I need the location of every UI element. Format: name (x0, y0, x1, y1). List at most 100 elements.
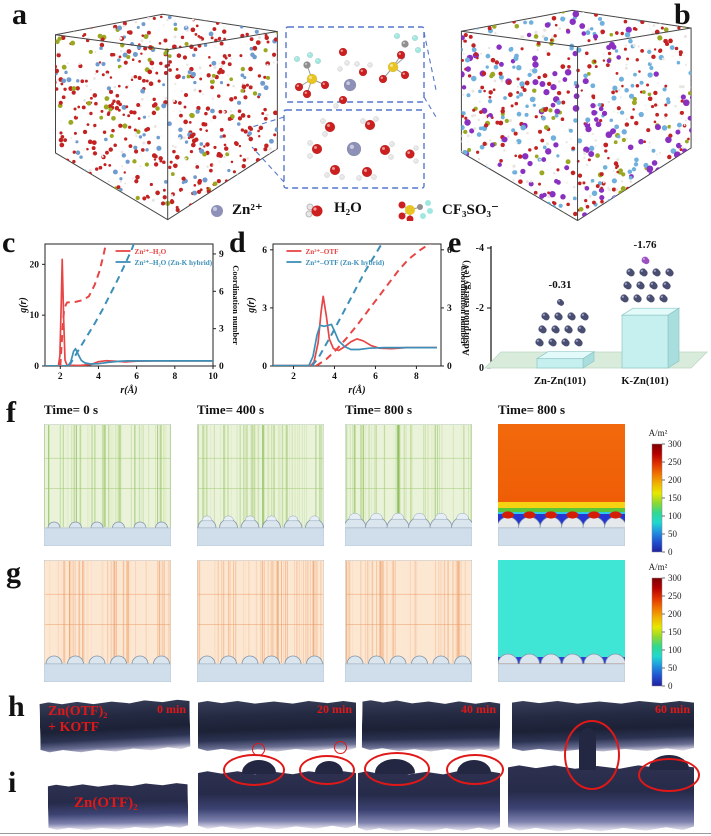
svg-text:300: 300 (668, 573, 682, 583)
svg-text:6: 6 (134, 372, 139, 382)
current-density-map-g (498, 560, 625, 682)
panel-label-f: f (6, 396, 16, 429)
svg-text:0: 0 (219, 362, 224, 372)
svg-text:-1.76: -1.76 (634, 239, 657, 251)
dendrite-ellipse (299, 755, 356, 785)
svg-text:20: 20 (30, 260, 40, 270)
photo-h3: 40 min (362, 700, 500, 752)
simulation-field-g3 (345, 560, 472, 682)
simulation-field-f2 (197, 424, 324, 546)
svg-text:-4: -4 (476, 243, 484, 254)
svg-text:200: 200 (668, 475, 682, 485)
svg-text:250: 250 (668, 457, 682, 467)
simulation-box-znotf-kotf (460, 9, 692, 222)
svg-text:K-Zn(101): K-Zn(101) (621, 376, 669, 387)
photo-h2: 20 min (198, 700, 356, 756)
panel-label-b: b (674, 0, 691, 31)
panel-label-h: h (8, 690, 25, 723)
simulation-field-f1 (44, 424, 171, 546)
svg-text:0: 0 (262, 362, 267, 372)
svg-text:3: 3 (447, 304, 452, 314)
svg-text:150: 150 (668, 627, 682, 637)
svg-text:g(r): g(r) (18, 297, 29, 314)
chart-rdf-otf: 2 4 6 8 0 3 6 0 3 6 r(Å) g(r) Coordination number Zn²… (246, 243, 469, 396)
time-label-f1: Time= 0 s (44, 402, 99, 417)
time-label-f4: Time= 800 s (498, 402, 566, 417)
svg-text:r(Å): r(Å) (348, 384, 365, 396)
svg-text:Zn²⁺–H₂O (Zn-K hybrid): Zn²⁺–H₂O (Zn-K hybrid) (135, 259, 213, 267)
page-edge-line (0, 833, 711, 834)
svg-text:0: 0 (447, 362, 452, 372)
water-molecule-icon (305, 203, 323, 218)
svg-text:300: 300 (668, 439, 682, 449)
svg-text:-2: -2 (476, 303, 484, 314)
svg-text:Zn²⁺–OTF: Zn²⁺–OTF (305, 248, 339, 256)
simulation-field-g2 (197, 560, 324, 682)
svg-text:3: 3 (219, 325, 224, 335)
solvation-structure-insets (251, 26, 437, 189)
time-label-f2: Time= 400 s (197, 402, 265, 417)
photo-i1: Zn(OTF)₂ (48, 783, 188, 830)
dendrite-ellipse (223, 754, 286, 786)
svg-text:9: 9 (219, 250, 224, 260)
svg-text:r(Å): r(Å) (120, 384, 137, 396)
panel-label-c: c (2, 226, 16, 259)
simulation-field-g1 (44, 560, 171, 682)
svg-text:0: 0 (34, 362, 39, 372)
svg-text:6: 6 (373, 372, 378, 382)
svg-text:3: 3 (262, 304, 267, 314)
svg-text:2: 2 (291, 372, 296, 382)
svg-text:10: 10 (30, 311, 40, 321)
svg-text:100: 100 (668, 511, 682, 521)
dendrite-ellipse (638, 758, 701, 792)
panel-label-i: i (8, 766, 17, 799)
svg-text:4: 4 (332, 372, 337, 382)
svg-text:0: 0 (668, 681, 673, 691)
panel-label-e: e (448, 226, 462, 259)
svg-text:Adsorption energy (eV): Adsorption energy (eV) (461, 260, 472, 356)
svg-text:8: 8 (414, 372, 419, 382)
svg-text:Coordination number: Coordination number (459, 265, 469, 345)
svg-text:6: 6 (262, 246, 267, 256)
dendrite-ellipse (363, 752, 430, 786)
svg-text:Coordination number: Coordination number (231, 265, 241, 345)
zn-ion-icon (211, 205, 223, 217)
svg-text:2: 2 (58, 372, 63, 382)
legend-zn-label: Zn²⁺ (232, 202, 263, 218)
svg-text:Zn²⁺–OTF (Zn-K hybrid): Zn²⁺–OTF (Zn-K hybrid) (305, 259, 384, 267)
electrode-photo (198, 701, 356, 752)
pit-circle (333, 741, 347, 754)
svg-text:50: 50 (668, 663, 678, 673)
svg-text:-0.31: -0.31 (549, 279, 572, 291)
photo-h1: Zn(OTF)₂ + KOTF 0 min (40, 700, 190, 752)
svg-text:4: 4 (96, 372, 101, 382)
time-stamp: 40 min (460, 702, 496, 716)
svg-text:200: 200 (668, 609, 682, 619)
panel-label-g: g (6, 556, 21, 589)
svg-text:50: 50 (668, 529, 678, 539)
current-density-map-f (498, 424, 625, 546)
legend-h2o-label: H₂O (334, 200, 362, 216)
svg-text:10: 10 (208, 372, 218, 382)
svg-text:A/m²: A/m² (649, 562, 668, 572)
svg-text:8: 8 (172, 372, 177, 382)
svg-text:0: 0 (668, 547, 673, 557)
chart-adsorption-energy: 0 -2 -4 Adsorption energy (eV) -0.31 -1.76 Zn-… (461, 239, 708, 387)
panel-label-d: d (229, 226, 246, 259)
svg-text:g(r): g(r) (246, 297, 257, 314)
sample-label: Zn(OTF)₂ (74, 795, 138, 811)
time-stamp: 60 min (654, 702, 690, 716)
sample-label: Zn(OTF)₂ + KOTF (48, 704, 108, 736)
svg-text:6: 6 (447, 246, 452, 256)
simulation-box-znotf (55, 13, 278, 221)
simulation-field-f3 (345, 424, 472, 546)
svg-text:150: 150 (668, 493, 682, 503)
svg-text:6: 6 (219, 287, 224, 297)
svg-text:100: 100 (668, 645, 682, 655)
svg-text:A/m²: A/m² (649, 428, 668, 438)
triflate-anion-icon (398, 200, 433, 221)
dendrite-ellipse (446, 754, 505, 785)
